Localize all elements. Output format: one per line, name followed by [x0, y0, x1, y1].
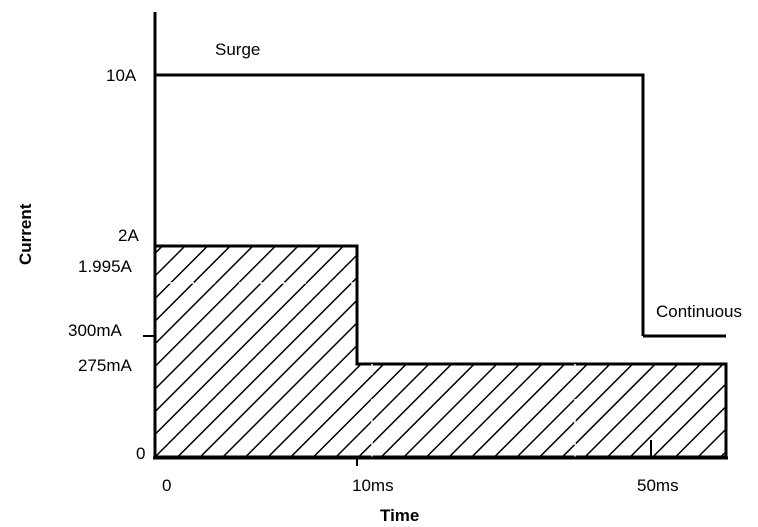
x-tick-label-0: 0: [162, 476, 171, 495]
series-label-surge: Surge: [215, 40, 260, 59]
x-tick-label-10ms: 10ms: [352, 476, 394, 495]
y-tick-label-275ma: 275mA: [78, 356, 133, 375]
y-tick-label-300ma: 300mA: [68, 321, 123, 340]
y-axis-title: Current: [16, 203, 35, 265]
series-label-continuous: Continuous: [656, 302, 742, 321]
y-tick-label-0: 0: [136, 444, 145, 463]
y-tick-label-2a: 2A: [118, 226, 139, 245]
surge-line: [155, 73, 645, 336]
x-axis-title: Time: [380, 506, 419, 525]
y-tick-label-1995a: 1.995A: [78, 257, 133, 276]
x-tick-label-50ms: 50ms: [637, 476, 679, 495]
y-tick-label-10a: 10A: [106, 66, 137, 85]
hatched-region: [153, 244, 728, 459]
